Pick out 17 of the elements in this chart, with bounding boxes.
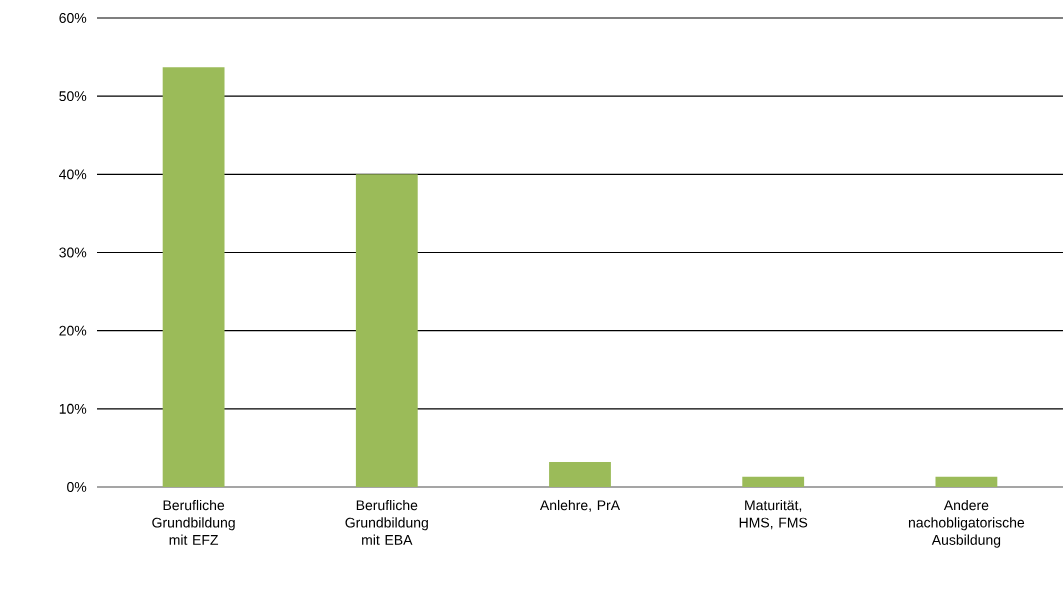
bar — [742, 476, 805, 487]
bar — [935, 476, 998, 487]
x-tick-label: Andere nachobligatorische Ausbildung — [908, 499, 1025, 548]
x-tick-label: Maturität, HMS, FMS — [739, 499, 808, 530]
y-tick-label: 50% — [59, 91, 87, 102]
y-tick-label: 0% — [67, 482, 87, 492]
x-tick-label: Berufliche Grundbildung mit EFZ — [152, 499, 235, 545]
bar — [549, 461, 611, 487]
x-tick-label: Berufliche Grundbildung mit EBA — [345, 499, 428, 545]
bar — [355, 174, 418, 487]
y-tick-label: 40% — [59, 169, 87, 180]
y-tick-label: 10% — [59, 403, 87, 414]
x-tick-label: Anlehre, PrA — [539, 499, 621, 512]
y-tick-label: 30% — [59, 247, 87, 258]
y-tick-label: 60% — [59, 13, 87, 23]
bar — [162, 67, 225, 487]
y-tick-label: 20% — [59, 325, 87, 336]
